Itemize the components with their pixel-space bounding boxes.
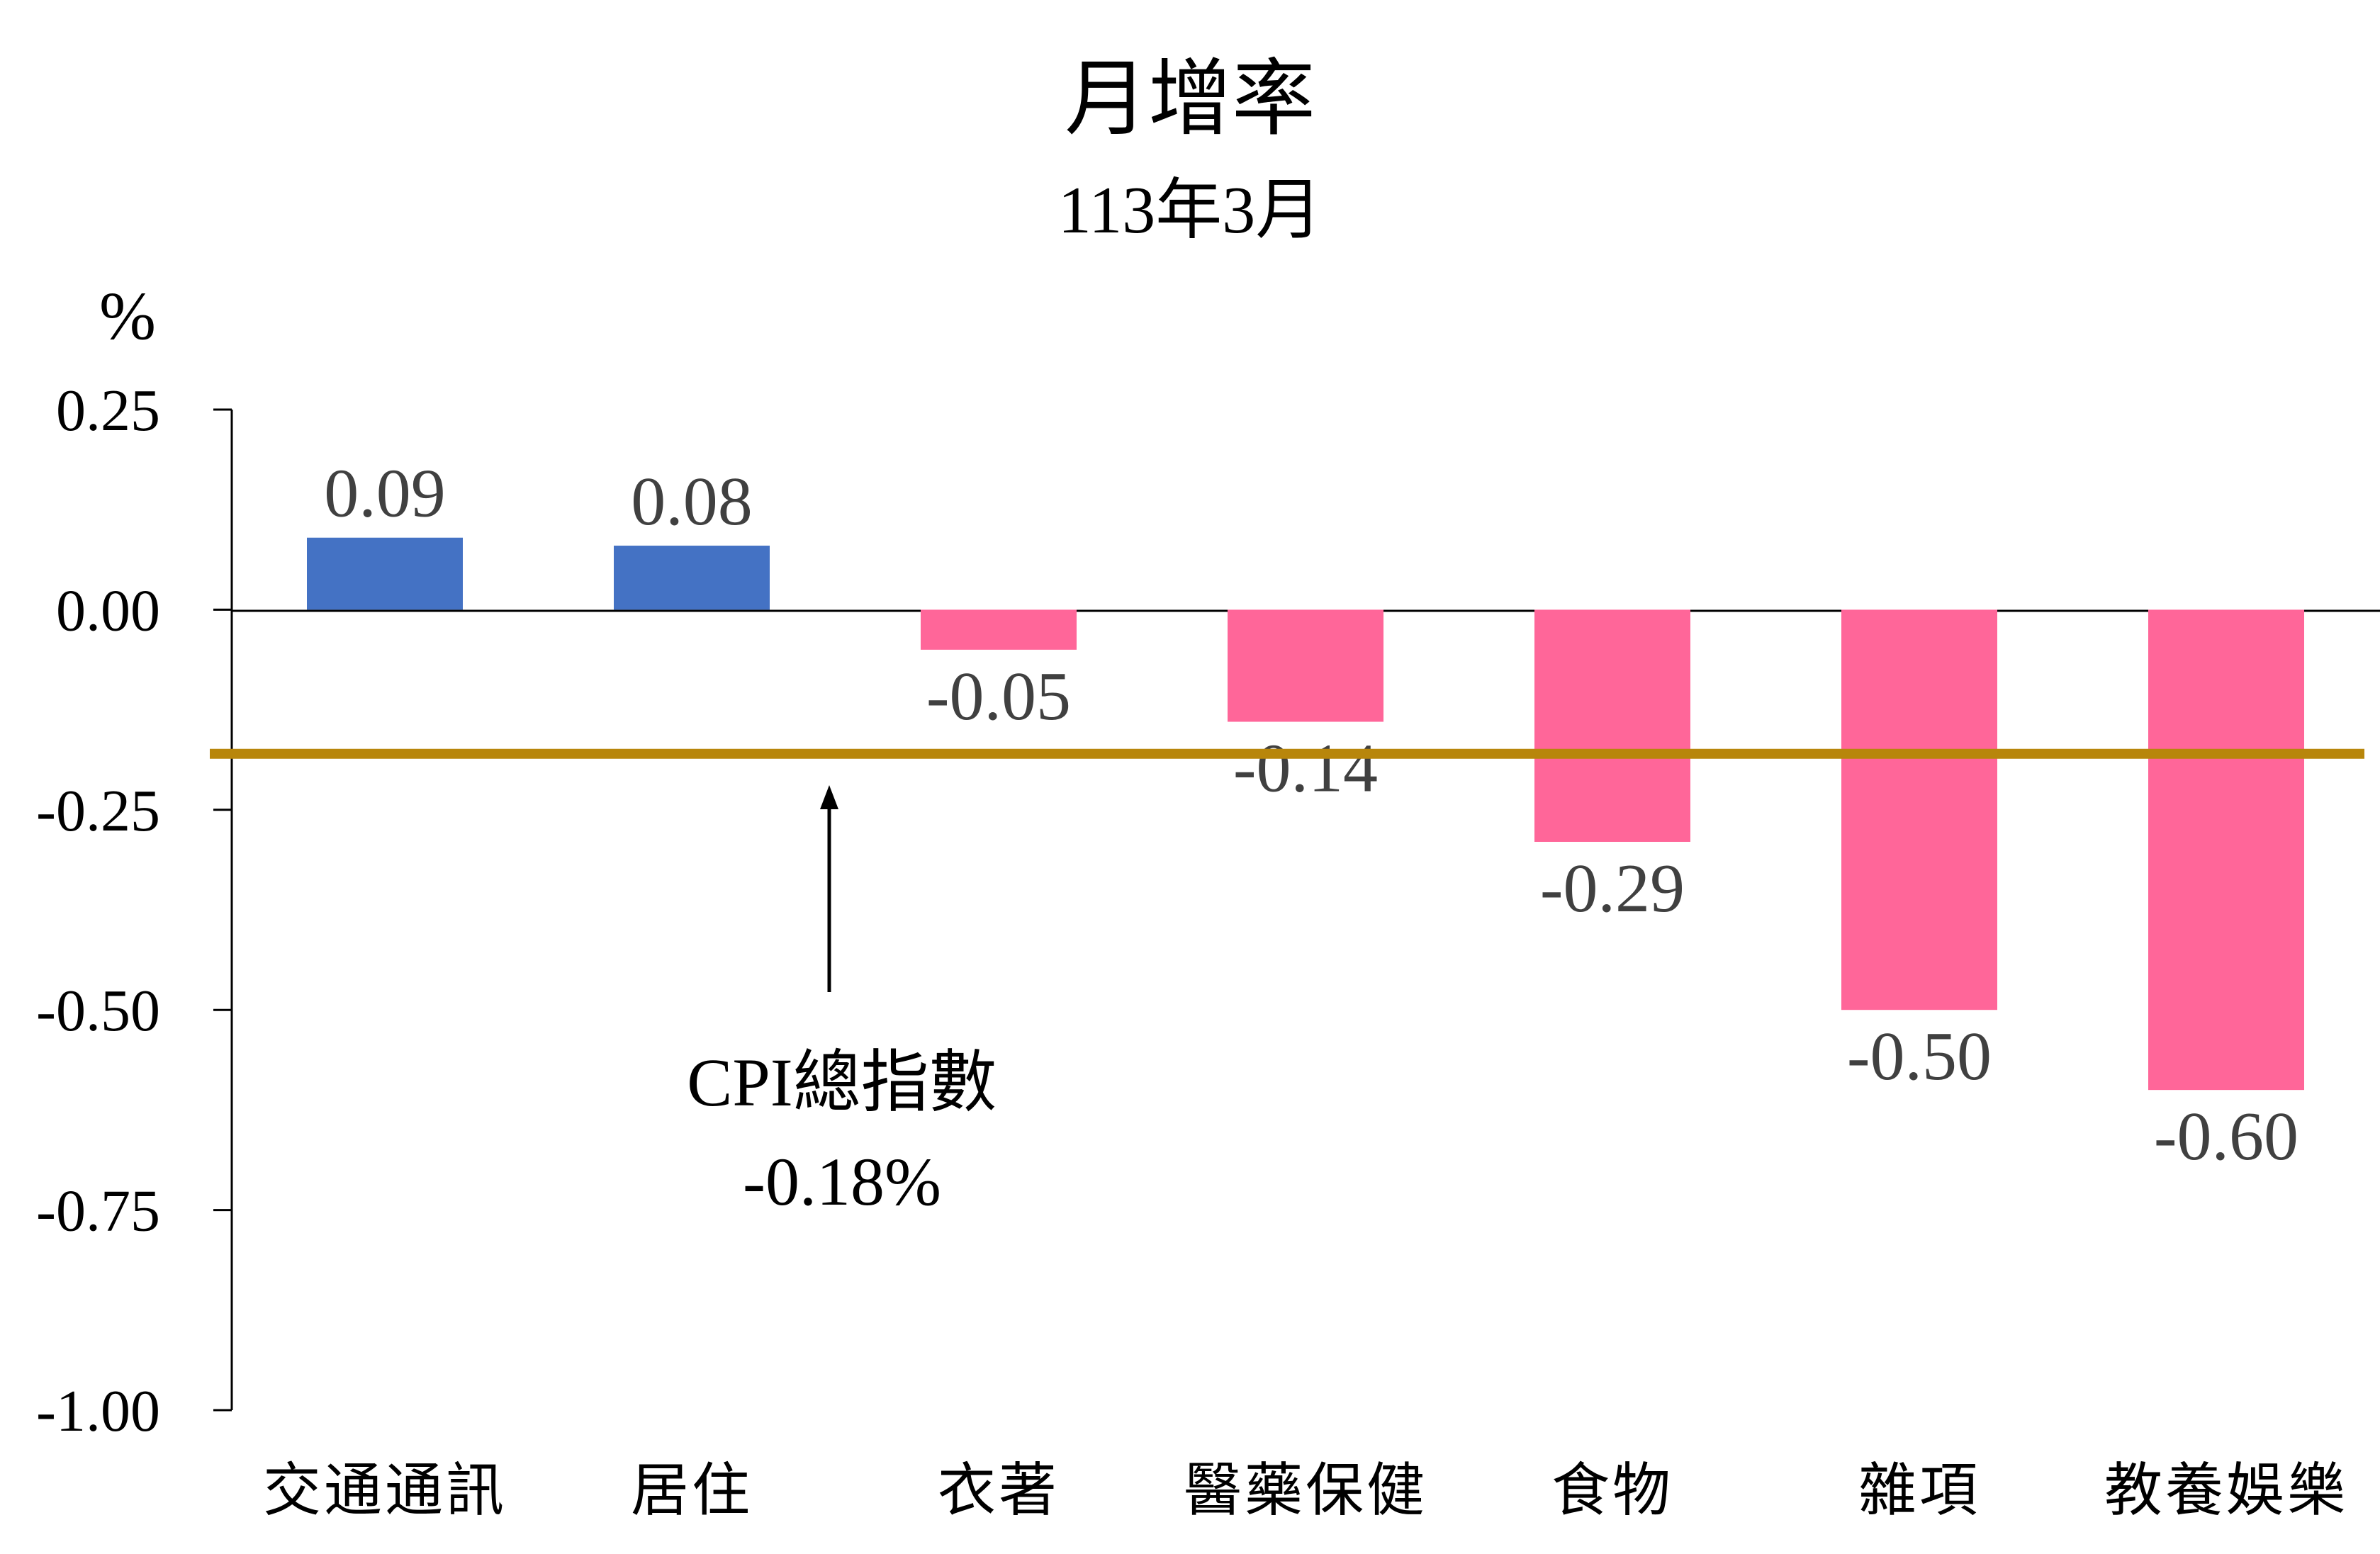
y-tick-label: -0.75 [36, 1178, 160, 1244]
category-label-6: 雜項 [1858, 1458, 1980, 1523]
y-tick-label: -0.25 [36, 778, 160, 844]
annotation-arrow-head [820, 785, 838, 809]
data-label-6: -0.50 [1847, 1018, 1992, 1095]
category-label-7: 教養娛樂 [2104, 1458, 2348, 1523]
category-label-3: 衣著 [938, 1458, 1060, 1523]
chart-title: 月增率 [1065, 53, 1315, 146]
cpi-annotation-label: CPI總指數 [687, 1045, 997, 1120]
category-label-1: 交通通訊 [263, 1458, 507, 1523]
data-label-4: -0.14 [1233, 731, 1378, 807]
y-tick-label: -0.50 [36, 978, 160, 1044]
cpi-annotation-value: -0.18% [743, 1144, 941, 1220]
y-tick-label: 0.00 [56, 578, 160, 643]
bar-6 [1841, 609, 1997, 1010]
data-label-7: -0.60 [2154, 1098, 2298, 1175]
category-label-4: 醫藥保健 [1184, 1458, 1427, 1523]
y-tick-label: -1.00 [36, 1378, 160, 1444]
bar-7 [2148, 609, 2304, 1091]
bar-4 [1228, 609, 1383, 722]
bar-2 [614, 546, 770, 610]
y-axis-unit: % [99, 278, 156, 354]
data-label-5: -0.29 [1540, 850, 1685, 927]
category-label-2: 居住 [631, 1458, 753, 1523]
chart-subtitle: 113年3月 [1058, 174, 1323, 247]
category-label-5: 食物 [1551, 1458, 1673, 1523]
bar-1 [307, 537, 463, 610]
data-label-1: 0.09 [324, 456, 446, 532]
bar-3 [921, 609, 1077, 650]
bar-5 [1534, 609, 1690, 842]
y-tick-label: 0.25 [56, 378, 160, 444]
data-label-2: 0.08 [631, 463, 753, 540]
data-label-3: -0.05 [926, 658, 1071, 735]
